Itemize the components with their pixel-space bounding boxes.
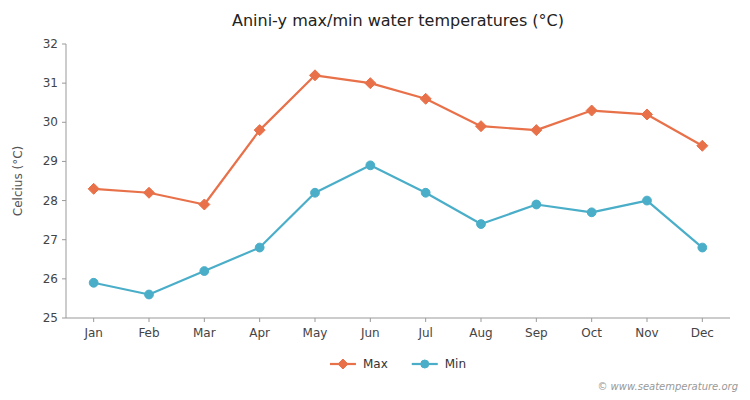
legend-marker <box>338 359 348 369</box>
data-point <box>311 188 320 197</box>
y-tick-label: 28 <box>43 194 58 208</box>
x-tick <box>536 318 537 322</box>
data-point <box>531 125 542 136</box>
x-tick-label: Mar <box>193 326 216 340</box>
data-point <box>365 78 376 89</box>
data-point <box>586 105 597 116</box>
chart: Anini-y max/min water temperatures (°C) C… <box>0 0 750 400</box>
data-point <box>89 278 98 287</box>
data-point <box>144 187 155 198</box>
data-point <box>255 243 264 252</box>
y-axis-line <box>66 44 67 318</box>
x-tick-label: Jun <box>360 326 380 340</box>
x-tick-label: Apr <box>249 326 270 340</box>
x-tick <box>702 318 703 322</box>
y-tick <box>62 161 66 162</box>
series-line <box>94 165 703 294</box>
y-axis: 25 26 27 28 29 30 31 32 <box>43 37 66 325</box>
data-point <box>642 109 653 120</box>
series <box>88 70 708 210</box>
data-point <box>88 183 99 194</box>
x-tick <box>315 318 316 322</box>
data-point <box>476 121 487 132</box>
y-tick <box>62 318 66 319</box>
x-axis: Jan Feb Mar Apr May Jun Jul Aug Sep Oct Nov Dec <box>66 318 730 340</box>
legend-item: Min <box>412 357 466 371</box>
y-axis-label: Celcius (°C) <box>11 146 25 216</box>
legend-label: Min <box>445 357 466 371</box>
plot-area <box>88 70 708 299</box>
x-tick-label: May <box>303 326 328 340</box>
x-axis-line <box>66 318 730 319</box>
data-point <box>587 208 596 217</box>
legend-marker <box>421 360 429 368</box>
data-point <box>697 140 708 151</box>
y-tick-label: 25 <box>43 311 58 325</box>
y-tick-label: 26 <box>43 272 58 286</box>
y-tick <box>62 200 66 201</box>
y-tick-label: 30 <box>43 115 58 129</box>
data-point <box>698 243 707 252</box>
x-tick <box>149 318 150 322</box>
x-tick-label: Jul <box>417 326 432 340</box>
data-point <box>145 290 154 299</box>
x-tick <box>259 318 260 322</box>
x-tick <box>481 318 482 322</box>
data-point <box>366 161 375 170</box>
x-tick <box>370 318 371 322</box>
x-tick <box>647 318 648 322</box>
y-tick <box>62 122 66 123</box>
x-tick-label: Oct <box>581 326 602 340</box>
y-tick-label: 31 <box>43 76 58 90</box>
y-tick <box>62 83 66 84</box>
x-tick-label: Jan <box>83 326 103 340</box>
data-point <box>420 93 431 104</box>
y-tick-label: 32 <box>43 37 58 51</box>
y-tick-label: 29 <box>43 154 58 168</box>
data-point <box>310 70 321 81</box>
x-tick <box>204 318 205 322</box>
data-point <box>532 200 541 209</box>
title: Anini-y max/min water temperatures (°C) <box>232 11 564 30</box>
x-tick-label: Aug <box>469 326 492 340</box>
data-point <box>199 199 210 210</box>
legend-label: Max <box>363 357 388 371</box>
y-tick-label: 27 <box>43 233 58 247</box>
x-tick-label: Dec <box>691 326 714 340</box>
legend: Max Min <box>330 357 466 371</box>
y-tick <box>62 239 66 240</box>
y-tick <box>62 44 66 45</box>
x-tick-label: Feb <box>138 326 159 340</box>
x-tick-label: Nov <box>635 326 658 340</box>
legend-item: Max <box>330 357 388 371</box>
data-point <box>254 125 265 136</box>
x-tick <box>591 318 592 322</box>
x-tick-label: Sep <box>525 326 548 340</box>
data-point <box>477 220 486 229</box>
data-point <box>643 196 652 205</box>
x-tick <box>425 318 426 322</box>
series <box>89 161 706 299</box>
series-line <box>94 75 703 204</box>
y-tick <box>62 278 66 279</box>
watermark: © www.seatemperature.org <box>597 381 738 392</box>
data-point <box>200 267 209 276</box>
x-tick <box>93 318 94 322</box>
data-point <box>421 188 430 197</box>
